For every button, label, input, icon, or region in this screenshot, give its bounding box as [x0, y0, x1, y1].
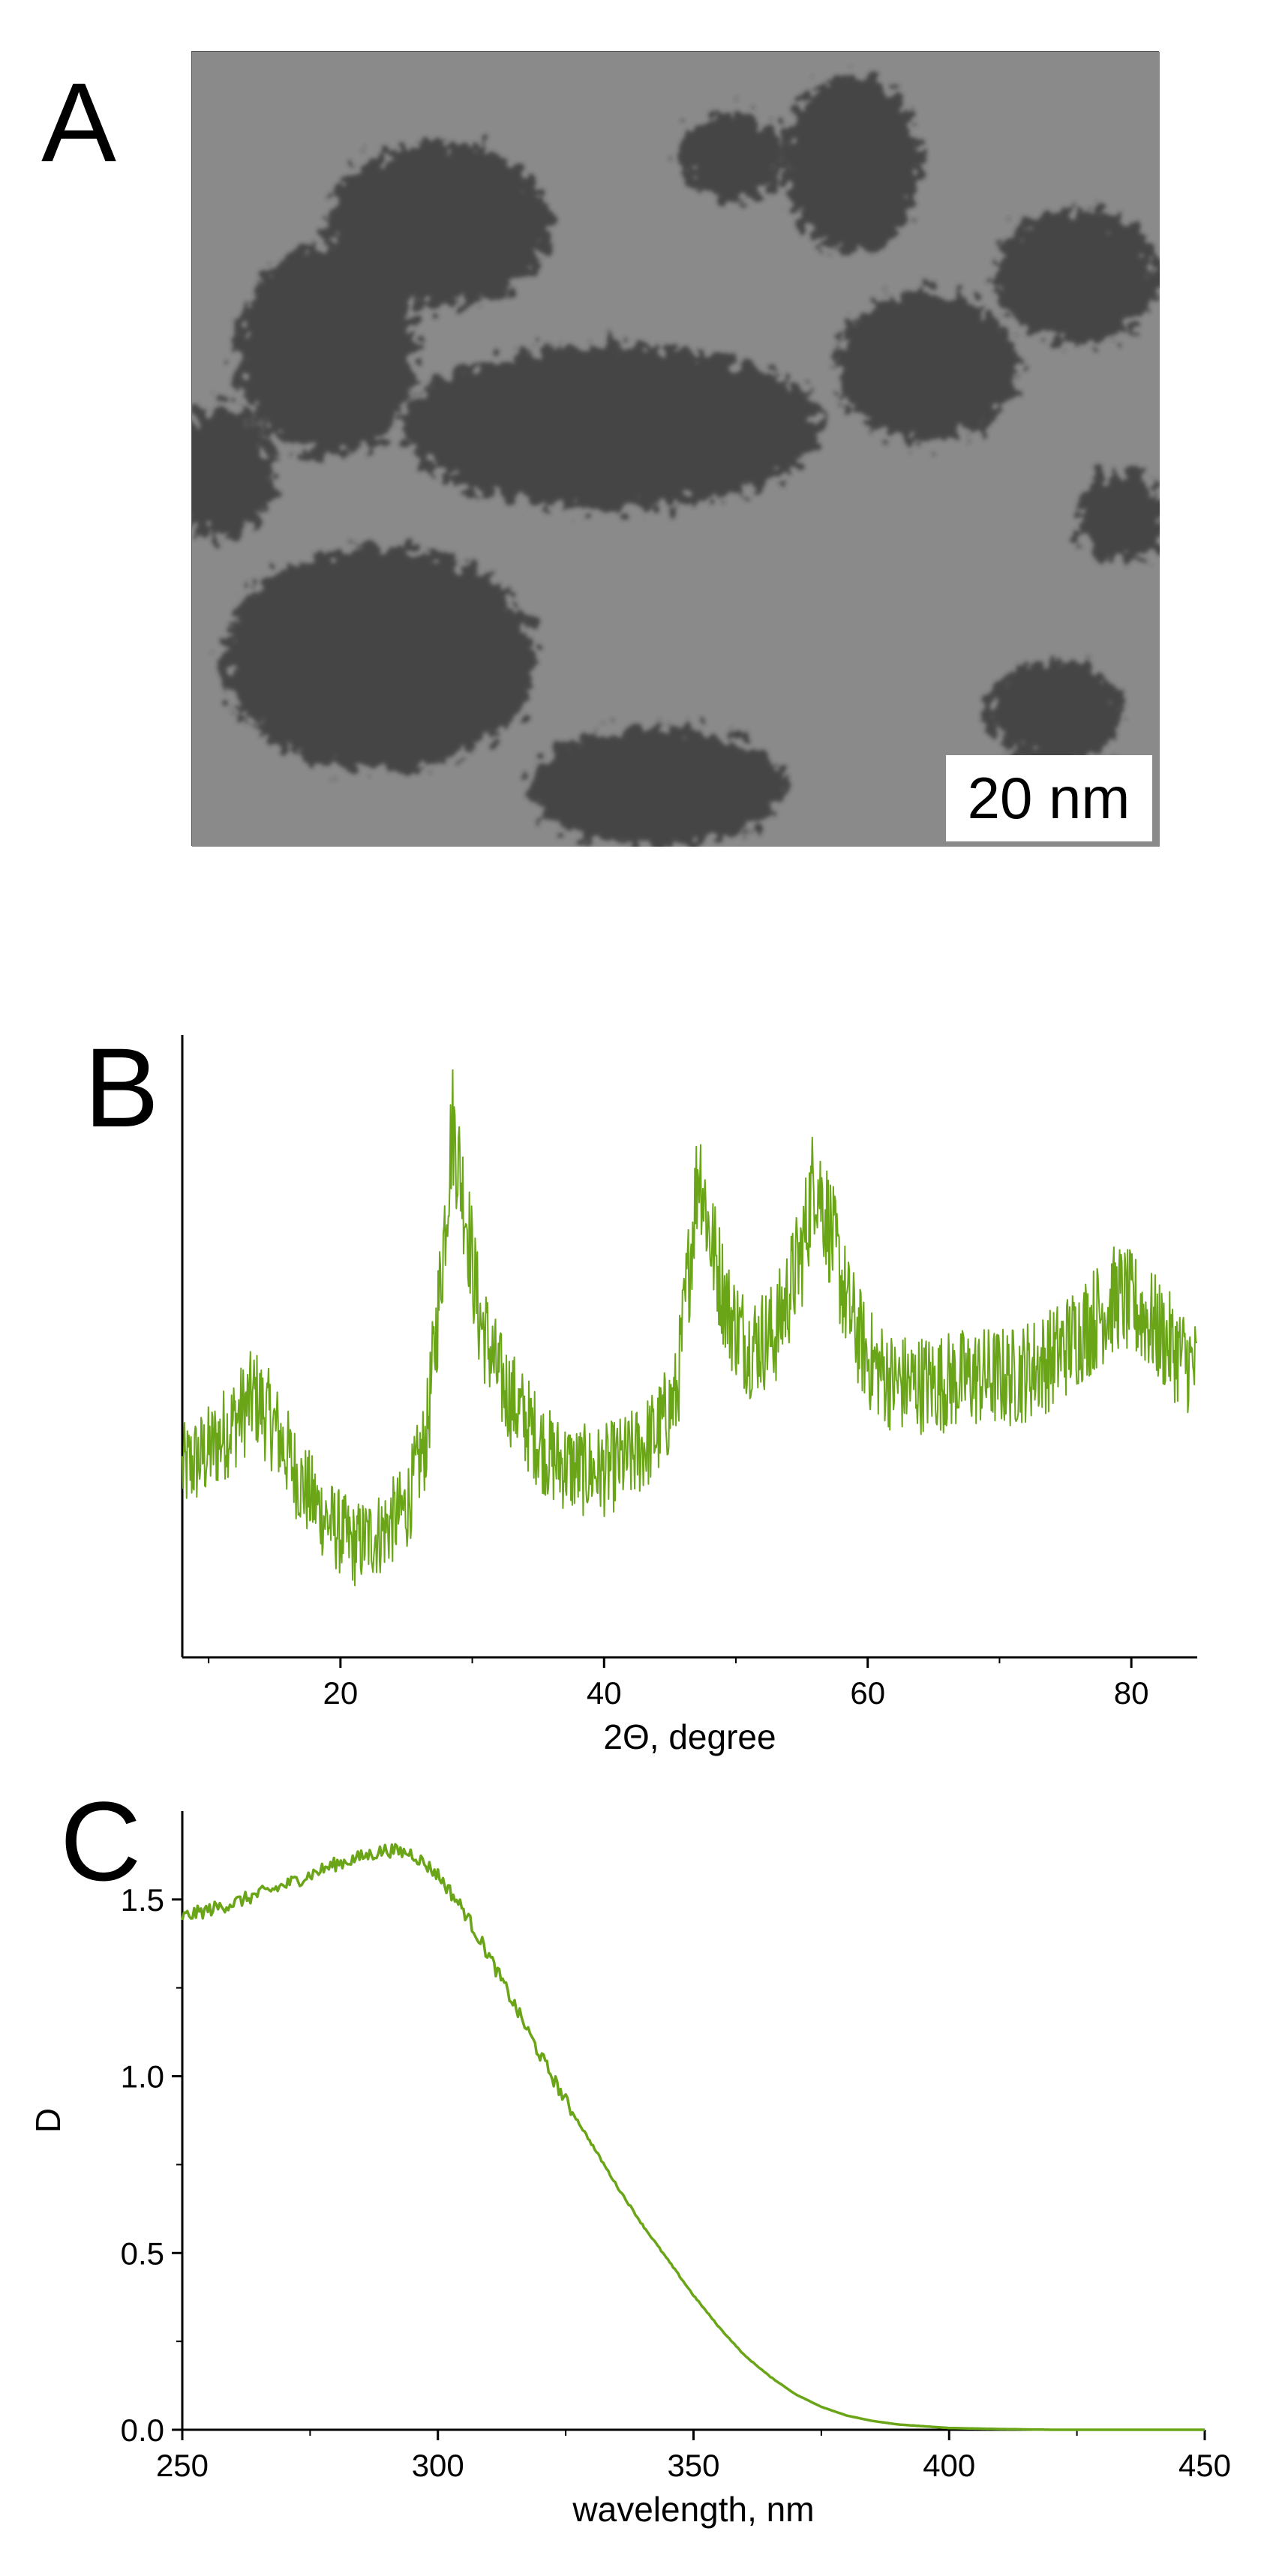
- tem-micrograph: 20 nm: [170, 51, 1167, 847]
- scale-bar-box: [946, 755, 1152, 841]
- x-tick-label: 300: [412, 2448, 464, 2483]
- y-tick-label: 0.5: [121, 2236, 164, 2271]
- xrd-chart: 20 40 60 80 2Θ, degree: [181, 1035, 1197, 1756]
- x-tick-label: 80: [1114, 1675, 1149, 1711]
- series-line: [181, 1843, 1205, 2431]
- x-tick-label: 400: [923, 2448, 975, 2483]
- particle-clusters: [170, 74, 1167, 847]
- panel-letter-b: B: [84, 1024, 160, 1150]
- x-axis-title: 2Θ, degree: [603, 1717, 776, 1756]
- absorption-chart: 250 300 350 400 450 0.0 0.5 1.0 1.5 wavelength, n…: [29, 1811, 1231, 2529]
- x-tick-label: 350: [667, 2448, 719, 2483]
- x-tick-label: 60: [850, 1675, 885, 1711]
- tem-image: 20 nm: [170, 52, 1167, 847]
- panel-letter-c: C: [60, 1778, 142, 1904]
- x-axis-title: wavelength, nm: [572, 2490, 814, 2529]
- x-tick-label: 450: [1178, 2448, 1231, 2483]
- x-tick-label: 250: [156, 2448, 209, 2483]
- scale-bar-label: 20 nm: [968, 765, 1130, 831]
- y-tick-label: 0.0: [121, 2413, 164, 2448]
- y-tick-label: 1.0: [121, 2059, 164, 2095]
- panel-letter-a: A: [41, 59, 117, 185]
- x-tick-label: 20: [323, 1675, 358, 1711]
- y-tick-label: 1.5: [121, 1882, 164, 1918]
- series-line: [182, 1069, 1197, 1587]
- x-tick-label: 40: [587, 1675, 622, 1711]
- y-axis-title: D: [29, 2108, 68, 2133]
